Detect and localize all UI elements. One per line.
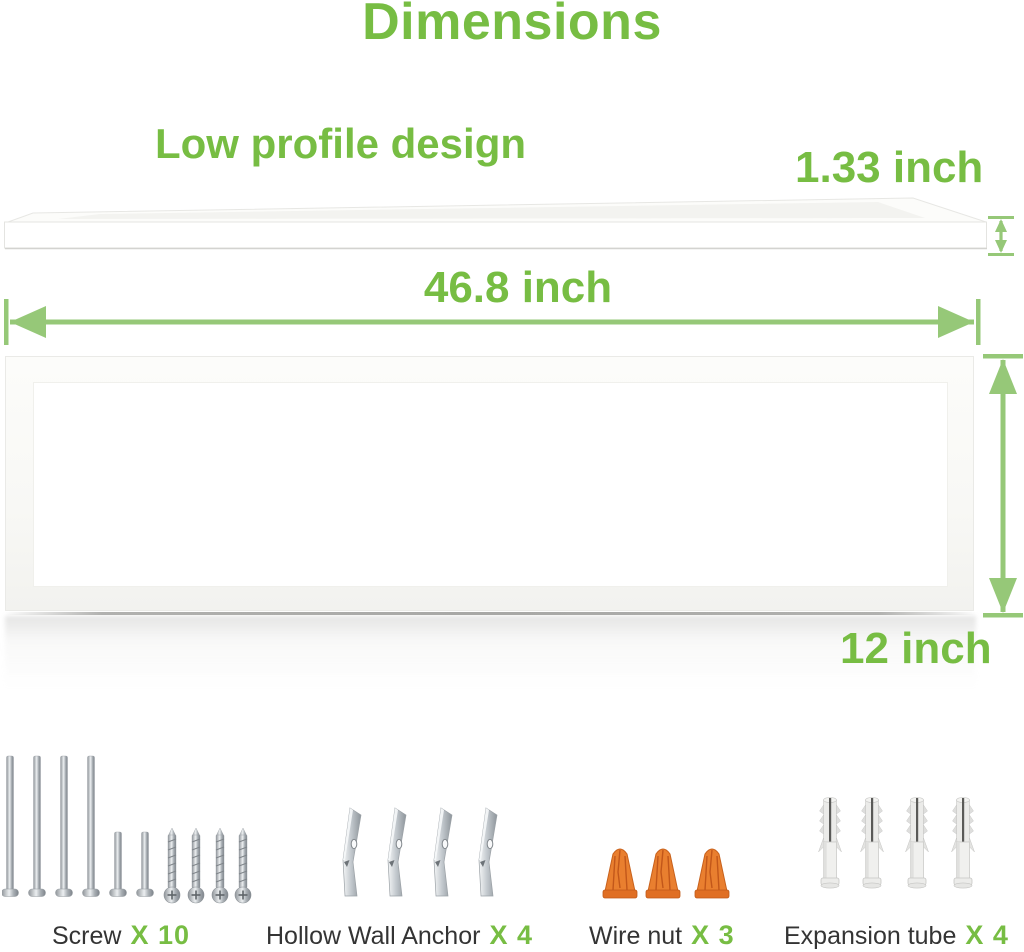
panel-bottom-edge [5,612,976,615]
hollow-wall-anchor-name: Hollow Wall Anchor [266,922,481,950]
low-profile-caption: Low profile design [155,120,527,167]
thickness-value: 1.33 inch [795,143,984,192]
height-value: 12 inch [840,624,992,673]
wire-nut-name: Wire nut [589,922,683,950]
panel-lens [33,382,948,587]
wire-nut-label: Wire nut X 3 [589,920,735,951]
expansion-tube-icon [818,796,975,889]
page-title: Dimensions [362,0,662,51]
wire-nut-icon [602,848,730,899]
screw-name: Screw [52,922,122,950]
hollow-wall-anchor-qty: X 4 [489,920,533,950]
expansion-tube-name: Expansion tube [784,922,957,950]
width-value: 46.8 inch [423,263,613,312]
side-view-lens [58,202,925,219]
screw-icon [2,755,252,904]
hollow-wall-anchor-label: Hollow Wall Anchor X 4 [266,920,533,951]
wire-nut-qty: X 3 [691,920,735,950]
panel-front-view [5,356,974,611]
hollow-wall-anchor-icon [342,807,498,897]
width-arrow-icon [4,299,981,345]
expansion-tube-qty: X 4 [965,920,1009,950]
panel-side-view-image [4,197,987,250]
panel-reflection [5,616,976,688]
thickness-arrow-icon [988,216,1014,256]
height-arrow-icon [983,354,1023,618]
screw-qty: X 10 [130,920,191,950]
screw-label: Screw X 10 [52,920,190,951]
expansion-tube-label: Expansion tube X 4 [784,920,1009,951]
